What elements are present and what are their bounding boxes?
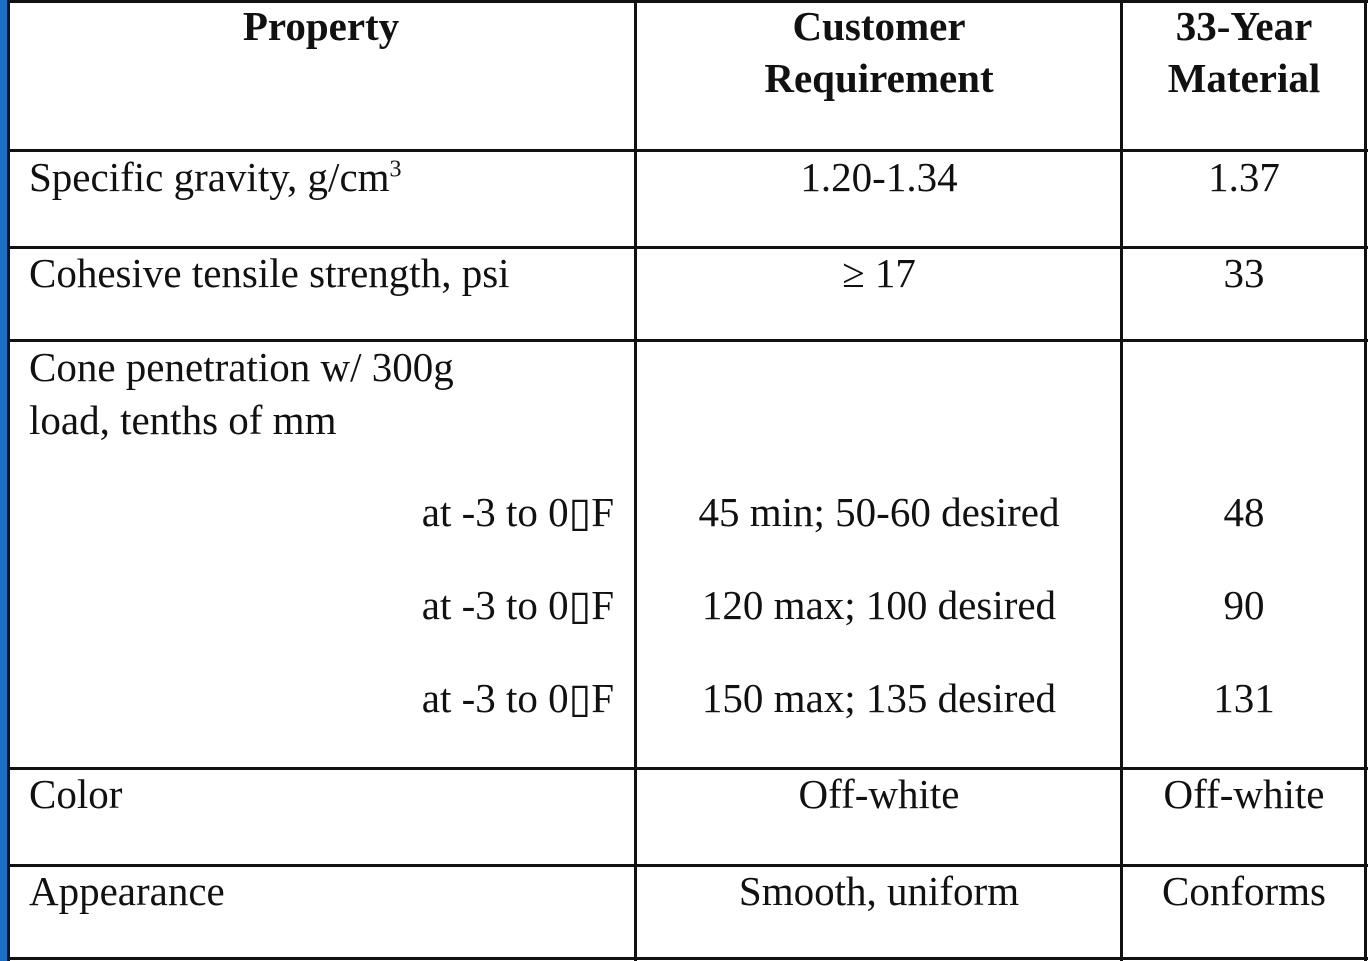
requirement-cell: Smooth, uniform [738, 868, 1020, 914]
property-cell-line1: Cone penetration w/ 300g [29, 344, 454, 390]
property-cell-line2: load, tenths of mm [29, 397, 337, 443]
material-cell: Off-white [1163, 771, 1325, 817]
material-cell: 1.37 [1208, 154, 1280, 200]
property-cell: Appearance [29, 868, 225, 914]
header-requirement-line2: Requirement [764, 55, 994, 101]
grid-line [7, 339, 1368, 342]
grid-line [7, 149, 1368, 152]
material-cell: 33 [1223, 250, 1265, 296]
property-cell: Cohesive tensile strength, psi [29, 250, 510, 296]
material-cell: 48 [1223, 489, 1265, 535]
property-text: Specific gravity, g/cm [29, 154, 390, 200]
condition-cell: at -3 to 0▯F [421, 582, 614, 628]
property-cell: Color [29, 771, 123, 817]
header-property: Property [242, 3, 400, 49]
grid-line [7, 0, 10, 961]
condition-cell: at -3 to 0▯F [421, 489, 614, 535]
requirement-cell: Off-white [798, 771, 960, 817]
condition-cell: at -3 to 0▯F [421, 675, 614, 721]
requirement-cell: 45 min; 50-60 desired [698, 489, 1060, 535]
grid-line [7, 246, 1368, 249]
property-cell: Specific gravity, g/cm3 [29, 153, 402, 201]
material-cell: 90 [1223, 582, 1265, 628]
requirement-cell: ≥ 17 [842, 250, 916, 296]
grid-line [634, 0, 637, 961]
material-cell: Conforms [1162, 868, 1326, 914]
left-accent-strip [0, 0, 7, 961]
requirement-cell: 1.20-1.34 [800, 154, 958, 200]
grid-line [1364, 0, 1367, 961]
superscript: 3 [389, 156, 402, 183]
header-requirement-line1: Customer [792, 3, 966, 49]
requirement-cell: 150 max; 135 desired [701, 675, 1057, 721]
material-cell: 131 [1213, 675, 1275, 721]
grid-line [1120, 0, 1123, 961]
grid-line [7, 957, 1368, 960]
grid-line [7, 767, 1368, 770]
grid-line [7, 864, 1368, 867]
header-material-line1: 33-Year [1175, 3, 1313, 49]
grid-line [7, 0, 1368, 3]
requirement-cell: 120 max; 100 desired [701, 582, 1057, 628]
header-material-line2: Material [1167, 55, 1321, 101]
